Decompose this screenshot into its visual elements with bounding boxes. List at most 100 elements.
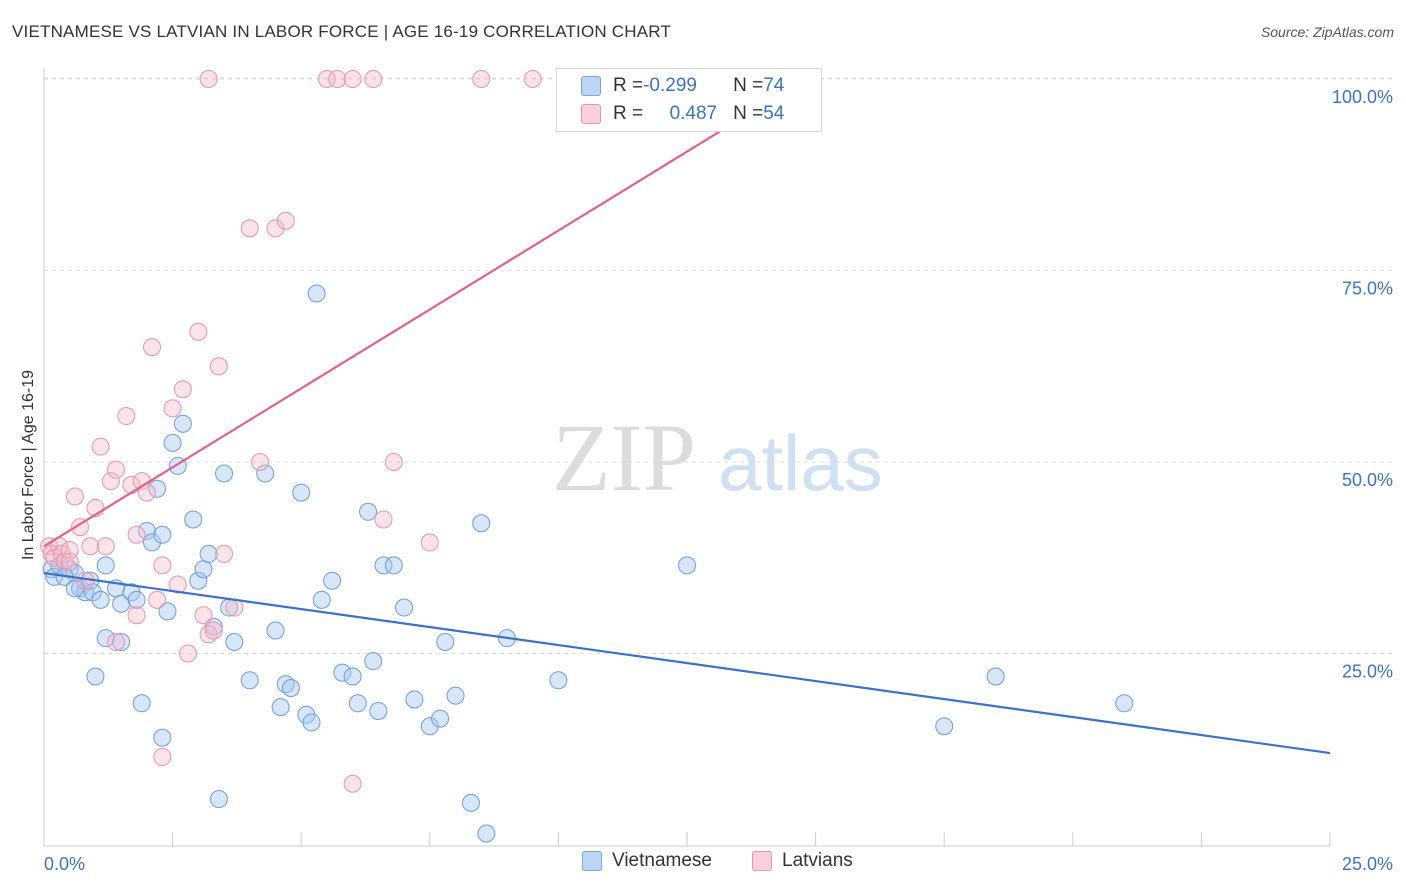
bottom-legend-latvians: Latvians (752, 850, 853, 872)
legend-row-vietnamese: R = -0.299 N = 74 (581, 73, 784, 99)
axes (43, 68, 1331, 847)
latvian-point (204, 621, 223, 640)
vietnamese-point (374, 556, 393, 575)
vietnamese-point (240, 671, 259, 690)
vietnamese-point (281, 678, 300, 697)
latvian-point (55, 552, 74, 571)
vietnamese-point (148, 479, 167, 498)
vietnamese-point (431, 709, 450, 728)
vietnamese-point (333, 663, 352, 682)
vietnamese-point (112, 633, 131, 652)
y-tick-label: 50.0% (1342, 470, 1393, 490)
bottom-legend-swatch-vietnamese (582, 851, 602, 871)
latvian-point (364, 70, 383, 88)
vietnamese-point (312, 590, 331, 609)
vietnamese-point (96, 629, 115, 648)
latvian-point (179, 644, 198, 663)
y-tick-label: 75.0% (1342, 279, 1393, 299)
vietnamese-point (266, 621, 285, 640)
latvian-point (107, 633, 126, 652)
latvian-point (81, 537, 100, 556)
vietnamese-point (143, 533, 162, 552)
vietnamese-point (173, 414, 192, 433)
latvian-point (189, 322, 208, 341)
vietnamese-point (137, 521, 156, 540)
vietnamese-point (405, 690, 424, 709)
legend-r-label: R = (613, 103, 644, 124)
vietnamese-point (132, 694, 151, 713)
latvian-point (96, 537, 115, 556)
latvian-point (148, 590, 167, 609)
latvian-point (343, 774, 362, 793)
vietnamese-points (42, 284, 1134, 843)
latvian-point (276, 211, 295, 230)
vietnamese-point (215, 464, 234, 483)
legend-n-label: N = (733, 103, 764, 124)
latvian-point (374, 510, 393, 529)
latvian-point (107, 460, 126, 479)
x-tick-label: 25.0% (1342, 854, 1393, 874)
vietnamese-point (256, 464, 275, 483)
bottom-legend-label-vietnamese: Vietnamese (612, 850, 712, 871)
vietnamese-point (153, 728, 172, 747)
bottom-legend-vietnamese: Vietnamese (582, 850, 712, 872)
vietnamese-point (153, 525, 172, 544)
legend-n-value: 74 (763, 75, 785, 96)
latvian-points (40, 70, 542, 793)
latvian-point (523, 70, 542, 88)
vietnamese-point (446, 686, 465, 705)
legend-row-latvians: R = 0.487 N = 54 (581, 101, 784, 127)
vietnamese-trend-line (43, 571, 1331, 755)
vietnamese-point (184, 510, 203, 529)
tick-labels: 100.0% 75.0% 50.0% 25.0% 0.0% 25.0% (44, 87, 1393, 874)
trend-lines (43, 78, 1331, 755)
bottom-legend-swatch-latvians (752, 851, 772, 871)
vietnamese-point (65, 579, 84, 598)
vietnamese-point (1115, 694, 1134, 713)
vietnamese-point (194, 560, 213, 579)
watermark: ZIP atlas (552, 404, 883, 511)
vietnamese-point (302, 713, 321, 732)
latvian-point (209, 357, 228, 376)
vietnamese-point (436, 633, 455, 652)
vietnamese-point (158, 602, 177, 621)
vietnamese-point (189, 571, 208, 590)
chart-title: VIETNAMESE VS LATVIAN IN LABOR FORCE | A… (12, 22, 672, 41)
bottom-legend-label-latvians: Latvians (782, 850, 853, 871)
vietnamese-point (678, 556, 696, 575)
latvian-point (215, 544, 234, 563)
latvian-point (101, 472, 120, 491)
latvian-point (384, 453, 403, 471)
x-tick-label: 0.0% (44, 854, 85, 874)
correlation-legend: R = -0.299 N = 74 R = 0.487 N = 54 (556, 68, 822, 132)
source-label: Source: ZipAtlas.com (1260, 24, 1394, 40)
y-axis-label: In Labor Force | Age 16-19 (20, 370, 37, 560)
vietnamese-point (461, 793, 480, 812)
vietnamese-point (292, 483, 311, 502)
vietnamese-point (549, 671, 568, 690)
legend-swatch-latvians (581, 104, 601, 124)
vietnamese-point (384, 556, 403, 575)
watermark-zip: ZIP (552, 404, 696, 511)
vietnamese-point (395, 598, 414, 617)
latvian-point (117, 407, 136, 426)
vietnamese-point (364, 652, 383, 671)
vietnamese-point (91, 590, 110, 609)
vietnamese-point (986, 667, 1005, 686)
latvian-point (266, 219, 285, 238)
latvian-point (127, 525, 146, 544)
latvian-trend-line (43, 78, 806, 548)
vietnamese-point (477, 824, 496, 843)
latvian-point (317, 70, 336, 88)
latvian-point (60, 552, 79, 571)
vietnamese-point (369, 701, 388, 720)
legend-n-label: N = (733, 75, 764, 96)
vietnamese-point (112, 594, 131, 613)
vietnamese-point (359, 502, 378, 521)
vietnamese-point (86, 667, 105, 686)
latvian-point (194, 606, 213, 625)
latvian-point (91, 437, 110, 456)
latvian-point (168, 575, 187, 594)
latvian-point (328, 70, 347, 88)
